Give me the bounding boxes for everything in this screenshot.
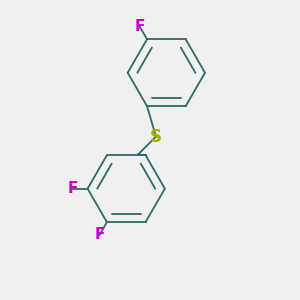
Text: S: S [150,128,162,146]
Text: F: F [68,181,78,196]
Text: F: F [94,227,105,242]
Text: F: F [134,19,145,34]
